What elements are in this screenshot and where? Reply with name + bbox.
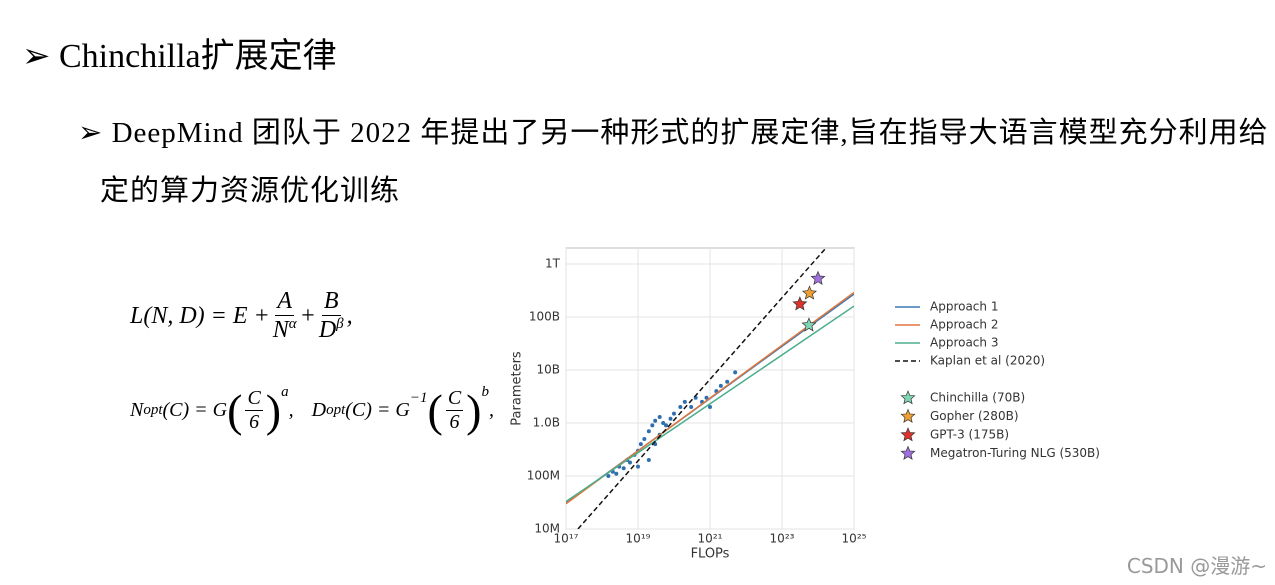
heading-text: Chinchilla扩展定律 [59,38,337,75]
y-tick-label: 10B [536,362,560,376]
y-tick-label: 1T [545,256,561,270]
formula-part: , [488,399,494,421]
formula-part: 6 [249,411,260,433]
formula-part: −1 [409,390,428,406]
data-point [733,370,738,375]
data-point [708,405,712,410]
y-tick-label: 100M [527,468,560,482]
formula-part: α [288,316,297,332]
formula-part: 6 [449,411,460,433]
formula-part: + [299,302,316,329]
formula-part: D [318,317,337,343]
formula-part: N [272,317,289,343]
y-tick-label: 100B [529,309,560,323]
data-point [664,423,669,428]
data-point [718,383,723,388]
legend-star [900,445,916,460]
formula-part: , [288,399,294,421]
formula-part: C [445,387,464,411]
formula-part: a [281,384,289,400]
fraction: A Nα [273,288,297,344]
formula-part: A [275,288,295,316]
formula-part: D [311,399,327,421]
formula-part: β [336,316,344,332]
formula-part: L(N, D) = E + [130,302,270,329]
data-point [646,458,651,463]
watermark: CSDN @漫游~ [1126,554,1267,578]
data-point [653,418,658,423]
data-point [646,429,651,434]
y-axis-label: Parameters [510,351,525,426]
legend-star [900,427,916,442]
data-point [638,442,643,447]
formula-1: L(N, D) = E + A Nα + B Dβ , [130,288,353,344]
model-star [801,317,817,332]
data-point [606,473,611,478]
formula-part: B [321,288,341,316]
formula-part: N [130,399,144,421]
data-point [725,379,730,384]
bullet: ➢ DeepMind 团队于 2022 年提出了另一种形式的扩展定律,旨在指导大… [78,117,1269,207]
formula-part: ) [466,385,482,436]
formula-part: opt [326,402,346,418]
formula-part: ( [427,385,443,436]
formula-part: ( [227,385,243,436]
legend-star [900,390,916,405]
y-tick-label: 10M [534,522,560,536]
data-point [642,436,647,441]
x-tick-label: 10²⁵ [842,532,867,546]
data-point [672,411,676,416]
data-point [657,414,662,419]
data-point [689,405,694,410]
data-point [621,466,626,471]
fraction: B Dβ [319,288,344,344]
data-point [678,405,683,410]
data-point [661,420,666,425]
legend-label: Approach 3 [930,336,998,350]
formula-part: b [481,384,489,400]
formula-part: (C) = G [345,399,410,421]
formula-part: opt [143,402,163,418]
data-point [628,460,633,465]
series-line [566,305,854,503]
x-tick-label: 10¹⁹ [626,532,651,546]
heading: ➢ Chinchilla扩展定律 [22,38,337,75]
x-axis-label: FLOPs [691,547,730,562]
data-point [636,464,640,469]
legend-label: Kaplan et al (2020) [930,354,1045,368]
model-star [801,285,818,300]
legend-label: GPT-3 (175B) [930,428,1009,442]
data-point [668,416,673,421]
bullet-text: DeepMind 团队于 2022 年提出了另一种形式的扩展定律,旨在指导大语言… [100,117,1269,207]
model-star [810,270,826,285]
formula-part: ) [265,385,282,436]
series-line [577,248,827,529]
formula-part: (C) = G [162,399,228,421]
legend-star [900,408,916,423]
legend-label: Approach 2 [930,318,998,332]
x-tick-label: 10¹⁷ [554,532,579,546]
y-tick-label: 1.0B [533,415,560,429]
formula-part: , [346,302,353,329]
legend-label: Gopher (280B) [930,409,1019,423]
legend-label: Megatron-Turing NLG (530B) [930,446,1100,460]
model-star [792,296,808,311]
x-tick-label: 10²¹ [698,532,723,546]
data-point [650,423,655,428]
data-point [704,395,709,400]
legend-label: Chinchilla (70B) [930,391,1025,405]
data-point [682,399,687,404]
x-tick-label: 10²³ [770,532,795,546]
legend-label: Approach 1 [930,300,998,314]
data-point [614,471,619,476]
formula-part: C [245,387,263,411]
